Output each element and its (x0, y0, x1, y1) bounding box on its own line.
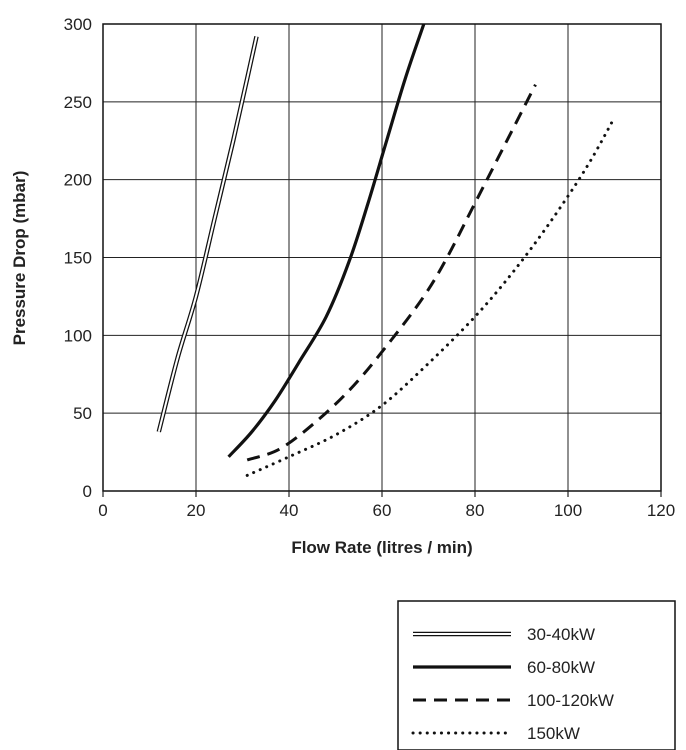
series-line-3 (245, 115, 616, 477)
x-tick-label: 0 (98, 501, 107, 520)
y-tick-label: 300 (64, 15, 92, 34)
axis-ticks: 0 20 40 60 80 100 120 0 50 100 150 200 250 300 (64, 15, 676, 520)
legend-label: 60-80kW (527, 658, 595, 677)
x-tick-label: 60 (373, 501, 392, 520)
x-tick-label: 20 (187, 501, 206, 520)
y-tick-label: 200 (64, 171, 92, 190)
x-tick-label: 40 (280, 501, 299, 520)
x-tick-label: 120 (647, 501, 675, 520)
y-tick-label: 50 (73, 404, 92, 423)
y-tick-label: 150 (64, 249, 92, 268)
legend: 30-40kW 60-80kW 100-120kW 150kW (397, 600, 676, 750)
legend-box (397, 600, 676, 750)
y-tick-label: 100 (64, 326, 92, 345)
series-line-0-inner (157, 36, 258, 433)
series-line-1 (227, 23, 426, 458)
y-tick-label: 250 (64, 93, 92, 112)
series-lines (156, 23, 616, 477)
y-axis-title: Pressure Drop (mbar) (10, 171, 29, 346)
x-tick-label: 100 (554, 501, 582, 520)
legend-label: 30-40kW (527, 625, 595, 644)
series-line-2 (246, 84, 537, 462)
x-axis-title: Flow Rate (litres / min) (291, 538, 472, 557)
legend-items: 30-40kW 60-80kW 100-120kW 150kW (411, 625, 614, 743)
y-tick-label: 0 (83, 482, 92, 501)
gridlines (102, 23, 662, 492)
x-tick-label: 80 (466, 501, 485, 520)
plot-area (102, 23, 662, 492)
legend-label: 100-120kW (527, 691, 614, 710)
legend-label: 150kW (527, 724, 580, 743)
